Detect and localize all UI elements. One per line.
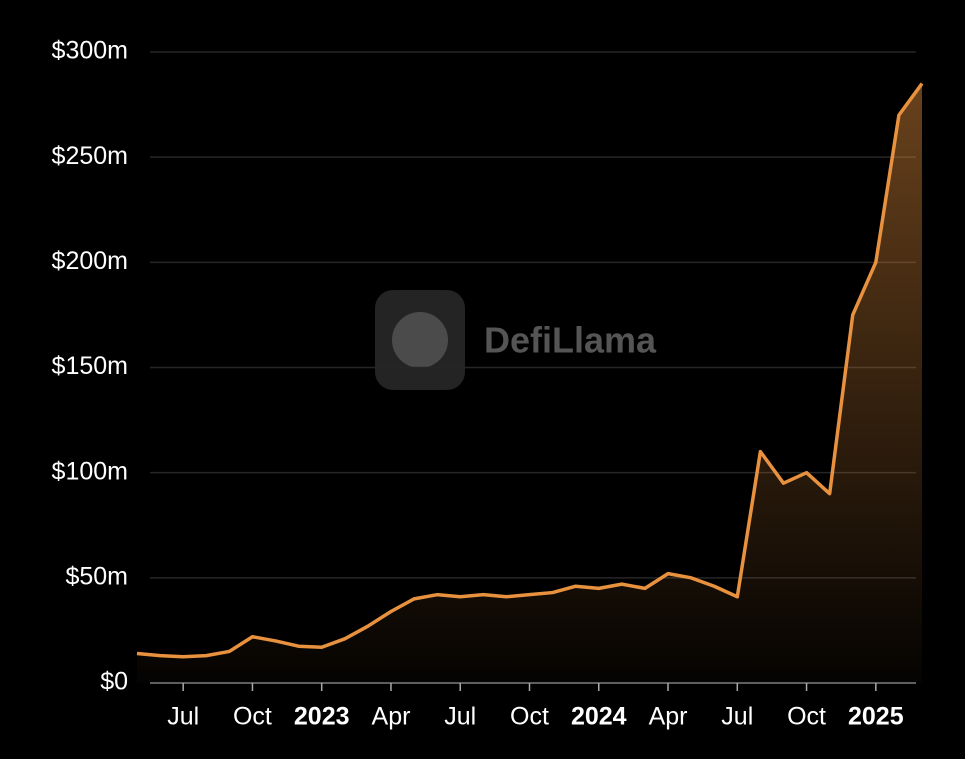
area-fill <box>137 83 922 684</box>
y-tick-label: $100m <box>52 457 128 485</box>
line <box>136 82 924 659</box>
x-tick-label: Jul <box>167 703 199 731</box>
y-tick-label: $200m <box>52 247 128 275</box>
y-tick-label: $250m <box>52 142 128 170</box>
x-tick-label: Jul <box>444 703 476 731</box>
x-tick-label: 2024 <box>571 703 627 731</box>
x-tick-label: Apr <box>372 703 411 731</box>
x-tick-label: Oct <box>510 703 549 731</box>
watermark-logo <box>375 290 465 390</box>
y-tick-label: $300m <box>52 37 128 65</box>
x-tick-label: Oct <box>787 703 826 731</box>
x-tick-label: 2023 <box>294 703 350 731</box>
x-tick-label: 2025 <box>848 703 904 731</box>
x-tick-label: Apr <box>649 703 688 731</box>
x-tick-label: Jul <box>721 703 753 731</box>
y-tick-label: $150m <box>52 352 128 380</box>
y-tick-label: $0 <box>100 668 128 696</box>
y-tick-label: $50m <box>65 562 128 590</box>
x-tick-label: Oct <box>233 703 272 731</box>
watermark: DefiLlama <box>484 320 657 361</box>
